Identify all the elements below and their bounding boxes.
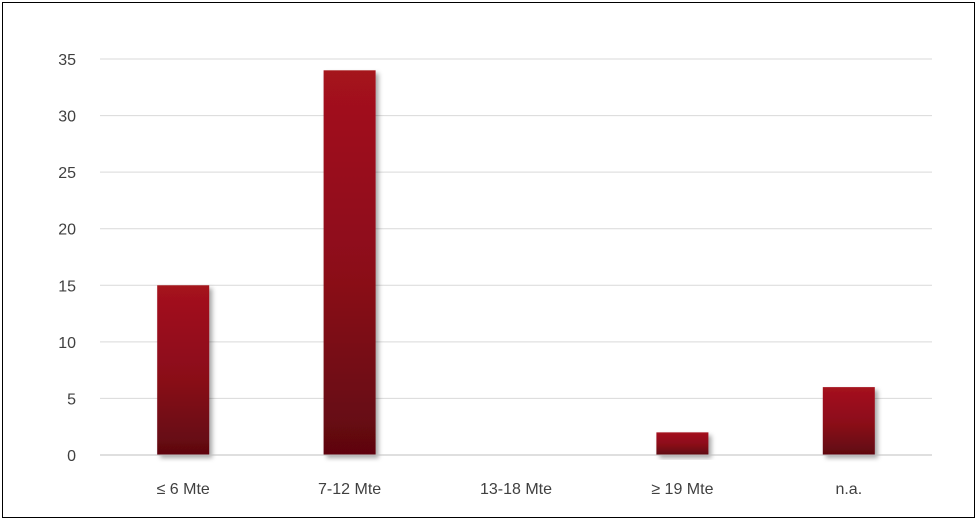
gridlines (100, 58, 932, 399)
x-tick-label: n.a. (835, 481, 862, 498)
y-tick-label: 5 (67, 391, 76, 408)
bar (157, 285, 210, 455)
bar (822, 387, 875, 455)
x-axis-ticks: ≤ 6 Mte 7-12 Mte 13-18 Mte ≥ 19 Mte n.a. (157, 481, 863, 498)
y-tick-label: 15 (58, 278, 76, 295)
x-tick-label: 13-18 Mte (480, 481, 552, 498)
y-tick-label: 35 (58, 52, 76, 69)
y-tick-label: 30 (58, 109, 76, 126)
bars (157, 70, 875, 456)
y-tick-label: 10 (58, 335, 76, 352)
x-tick-label: ≥ 19 Mte (651, 481, 713, 498)
bar (656, 432, 709, 455)
y-tick-label: 20 (58, 222, 76, 239)
x-tick-label: ≤ 6 Mte (157, 481, 210, 498)
y-tick-label: 25 (58, 165, 76, 182)
y-axis-ticks: 0 5 10 15 20 25 30 35 (58, 52, 76, 465)
bar (323, 70, 376, 456)
x-tick-label: 7-12 Mte (318, 481, 381, 498)
y-tick-label: 0 (67, 448, 76, 465)
